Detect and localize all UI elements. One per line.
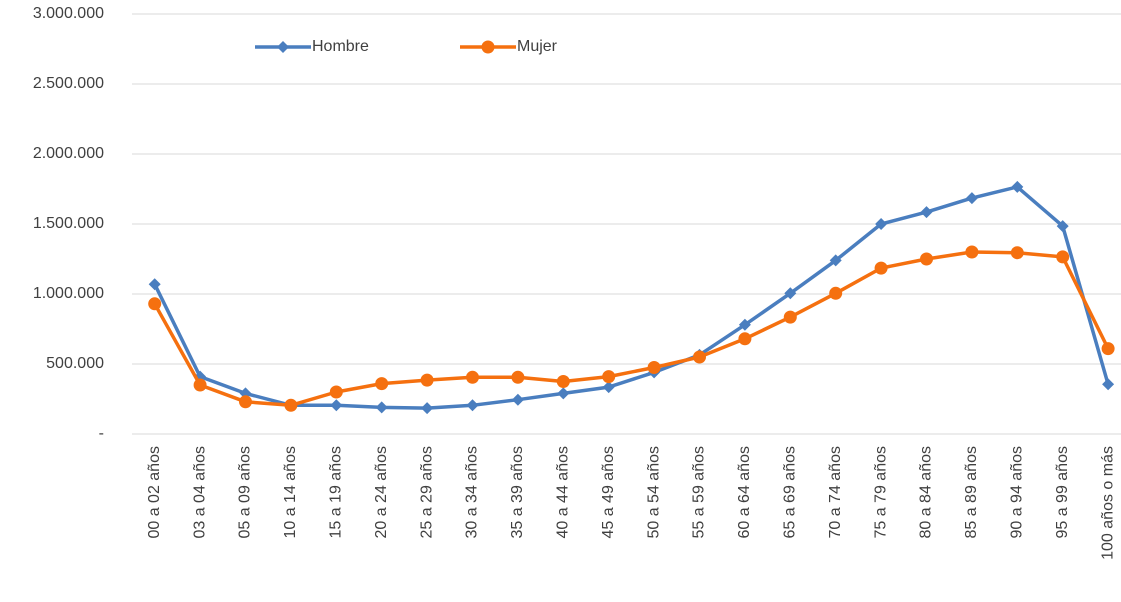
marker [920,206,933,219]
marker [693,350,706,364]
x-tick-label: 65 a 69 años [782,446,799,539]
marker [965,192,978,205]
x-tick-label: 15 a 19 años [328,446,345,539]
y-tick-label: 3.000.000 [33,5,104,22]
legend-label: Mujer [517,38,558,55]
marker [783,310,797,324]
marker [375,401,388,414]
marker [481,40,495,54]
legend-label: Hombre [312,38,369,55]
x-tick-label: 50 a 54 años [645,446,662,539]
marker [1011,180,1024,193]
marker [738,318,751,331]
x-tick-label: 25 a 29 años [418,446,435,539]
x-tick-label: 90 a 94 años [1009,446,1026,539]
x-tick-label: 100 años o más [1099,446,1116,560]
marker [420,373,434,387]
x-tick-label: 45 a 49 años [600,446,617,539]
marker [1010,246,1024,260]
x-tick-label: 55 a 59 años [691,446,708,539]
x-tick-label: 70 a 74 años [827,446,844,539]
marker [466,370,479,384]
marker [556,375,570,388]
marker [330,399,343,412]
x-tick-label: 80 a 84 años [918,446,935,539]
x-tick-label: 95 a 99 años [1054,446,1071,539]
marker [511,393,524,406]
y-tick-label: - [99,425,104,442]
marker [466,399,479,412]
marker [511,370,525,384]
marker [965,245,979,259]
marker [239,395,252,409]
marker [148,278,161,291]
marker [875,218,888,230]
marker [375,377,389,391]
x-tick-label: 35 a 39 años [509,446,526,539]
marker [284,398,298,412]
marker [1102,378,1115,391]
marker [602,370,616,384]
marker [557,387,570,400]
y-tick-label: 500.000 [46,355,104,372]
marker [602,381,615,394]
marker [829,254,842,267]
marker [1101,342,1115,356]
marker [784,287,797,300]
marker [738,332,752,346]
y-tick-label: 1.500.000 [33,215,104,232]
x-tick-label: 85 a 89 años [963,446,980,539]
marker [277,41,289,53]
y-tick-label: 2.500.000 [33,75,104,92]
x-tick-label: 40 a 44 años [555,446,572,539]
marker [1056,250,1070,264]
marker [193,378,207,392]
y-tick-label: 1.000.000 [33,285,104,302]
x-tick-label: 75 a 79 años [872,446,889,539]
x-tick-label: 00 a 02 años [146,446,163,539]
y-tick-label: 2.000.000 [33,145,104,162]
x-tick-label: 30 a 34 años [464,446,481,539]
marker [920,252,933,266]
x-tick-label: 10 a 14 años [282,446,299,539]
x-tick-label: 03 a 04 años [191,446,208,539]
marker [874,261,888,275]
marker [829,286,843,300]
marker [329,385,343,399]
marker [148,297,162,311]
x-tick-label: 05 a 09 años [237,446,254,539]
marker [1056,220,1069,233]
x-tick-label: 20 a 24 años [373,446,390,539]
marker [421,402,434,415]
series-line [153,250,1110,408]
x-tick-label: 60 a 64 años [736,446,753,539]
marker [647,361,661,374]
series-line [153,185,1110,410]
